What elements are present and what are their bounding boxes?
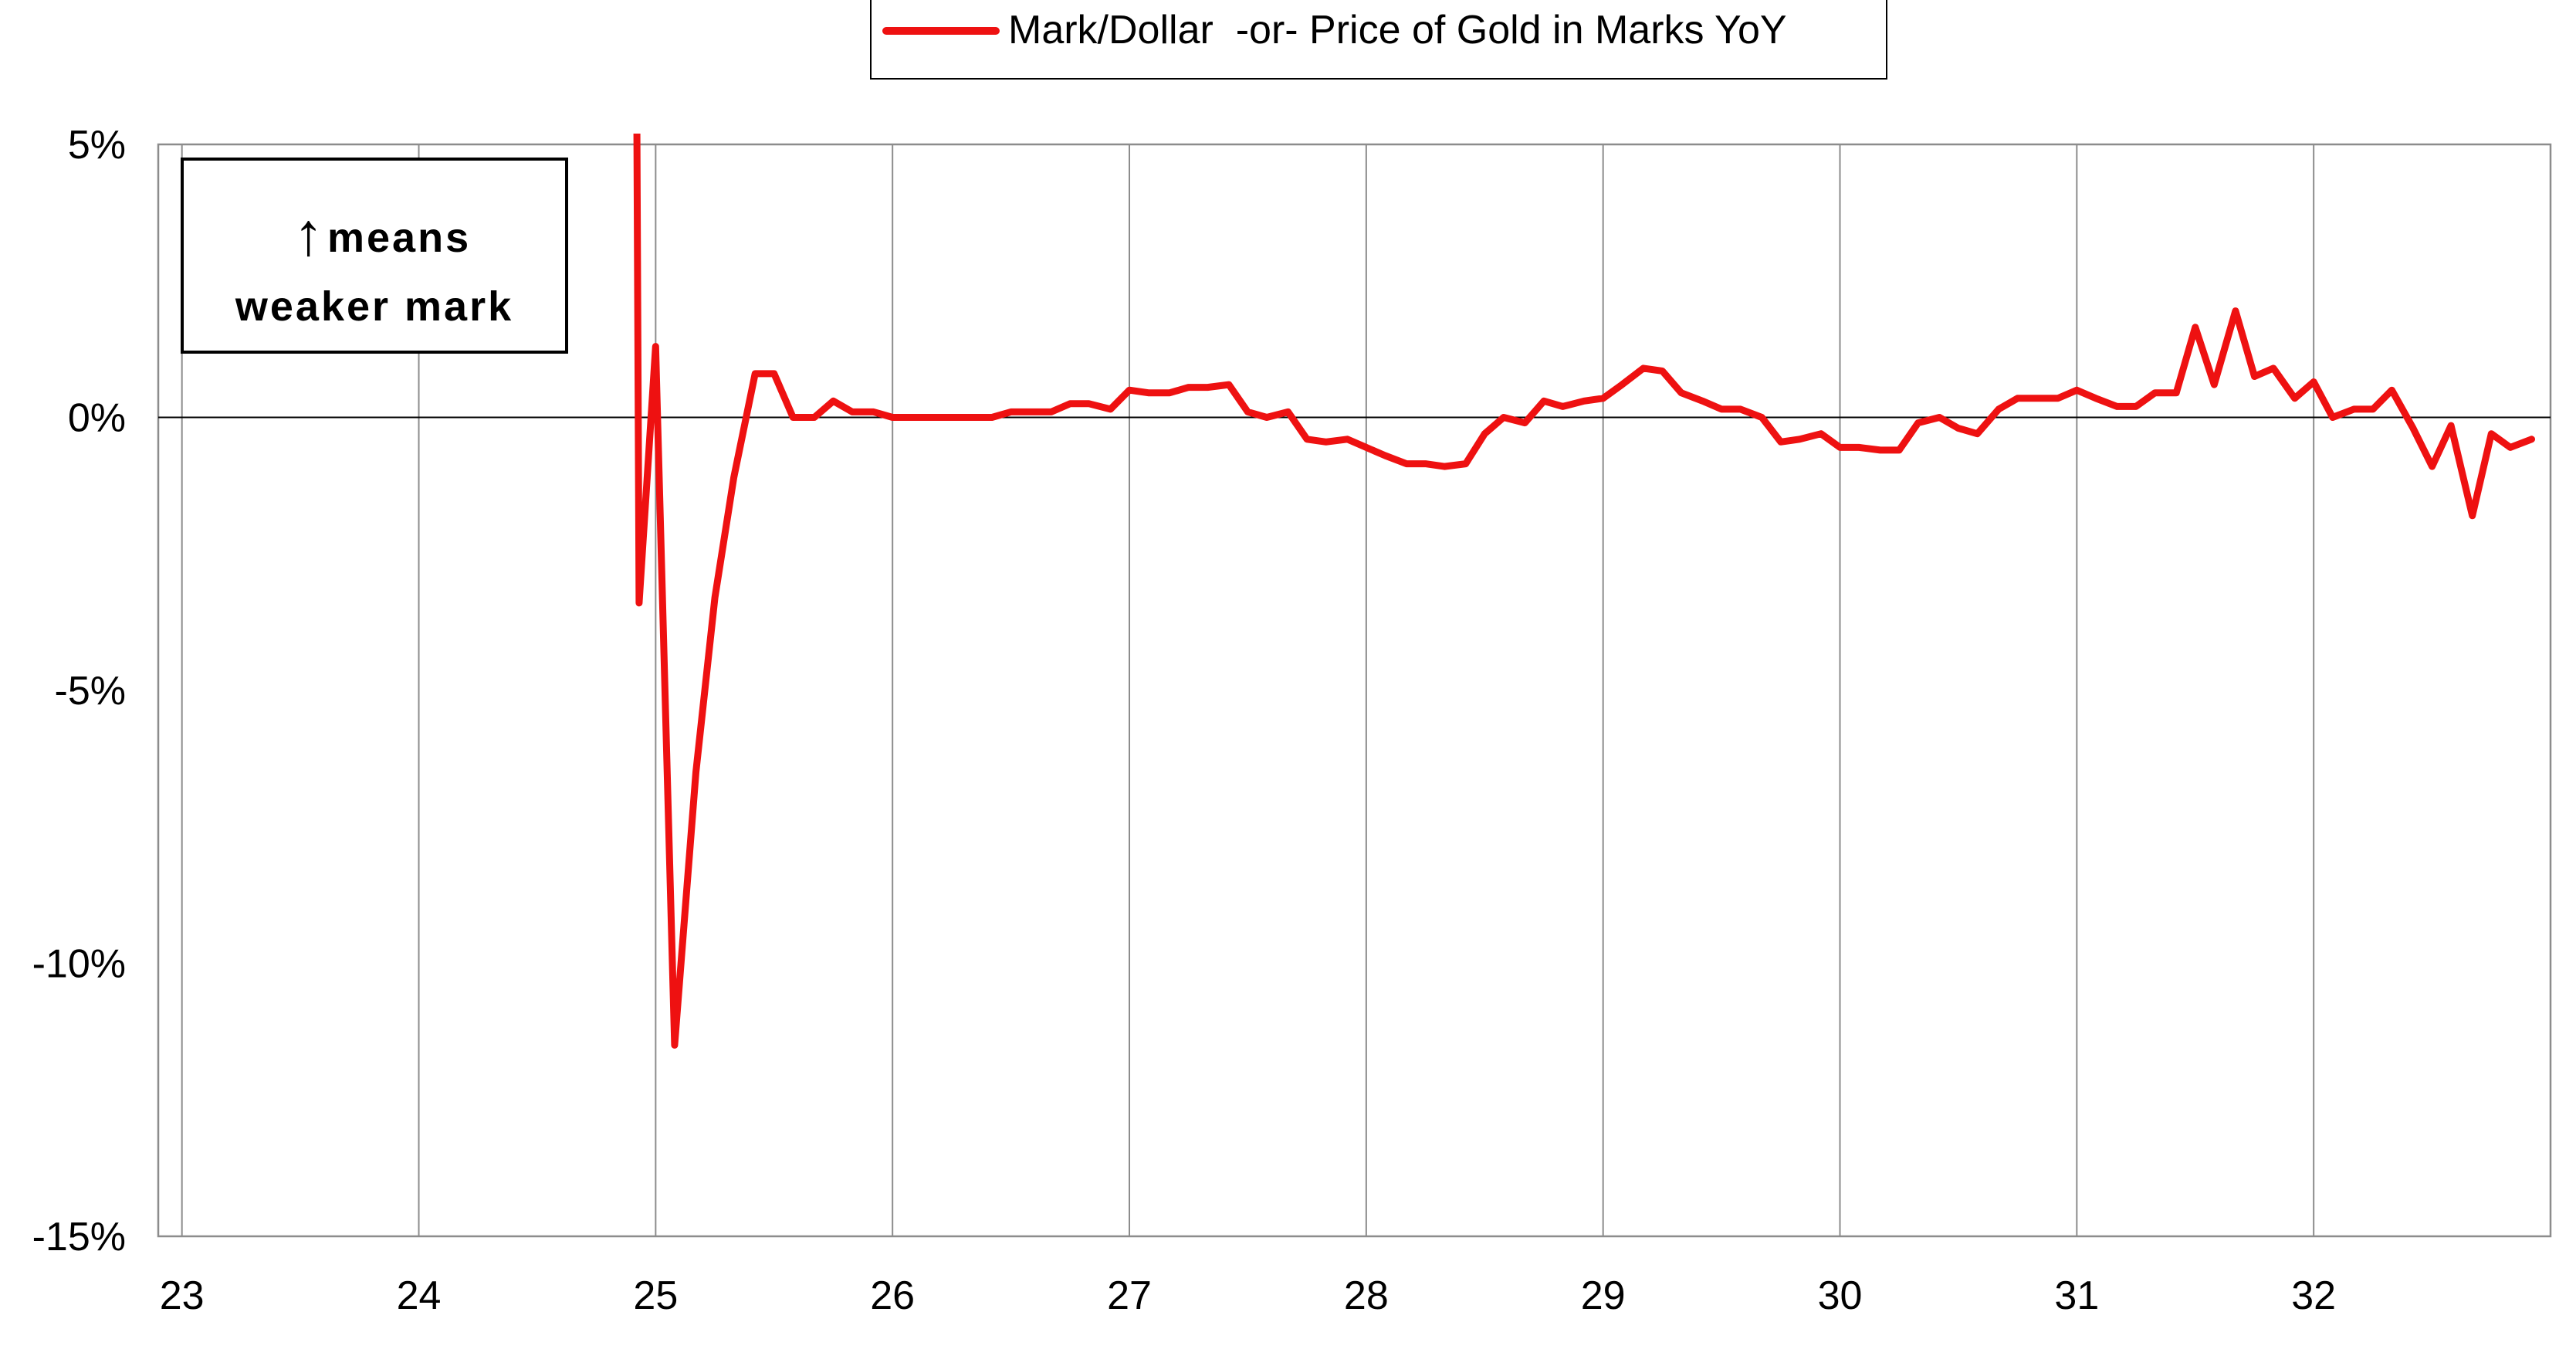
x-tick-label: 23 <box>160 1273 205 1318</box>
annotation-frame <box>181 158 568 354</box>
x-tick-label: 31 <box>2054 1273 2099 1318</box>
series-line <box>633 134 2535 1049</box>
legend: Mark/Dollar -or- Price of Gold in Marks … <box>870 0 1887 80</box>
y-tick-label: -10% <box>32 942 126 987</box>
x-tick-label: 32 <box>2291 1273 2336 1318</box>
y-tick-label: 5% <box>68 123 126 168</box>
x-tick-label: 26 <box>870 1273 915 1318</box>
annotation-line-1: means <box>327 215 471 261</box>
y-axis-ticks: 5% 0% -5% -10% -15% <box>32 123 126 1259</box>
y-tick-label: -15% <box>32 1215 126 1259</box>
x-axis-ticks: 23 24 25 26 27 28 29 30 31 32 <box>160 1273 2336 1318</box>
x-tick-label: 27 <box>1107 1273 1152 1318</box>
x-tick-label: 30 <box>1818 1273 1863 1318</box>
plot-frame <box>157 143 2552 1238</box>
y-tick-label: -5% <box>55 669 126 714</box>
x-tick-label: 29 <box>1581 1273 1626 1318</box>
x-tick-label: 28 <box>1344 1273 1389 1318</box>
x-tick-label: 25 <box>633 1273 678 1318</box>
annotation-box: ↑ means weaker mark <box>181 158 568 354</box>
legend-label: Mark/Dollar -or- Price of Gold in Marks … <box>1008 8 1787 53</box>
y-tick-label: 0% <box>68 396 126 441</box>
series-layer <box>633 134 2535 1049</box>
x-tick-label: 24 <box>397 1273 442 1318</box>
annotation-line-2: weaker mark <box>235 283 513 330</box>
up-arrow-icon: ↑ <box>293 200 323 268</box>
legend-box <box>870 0 1887 80</box>
